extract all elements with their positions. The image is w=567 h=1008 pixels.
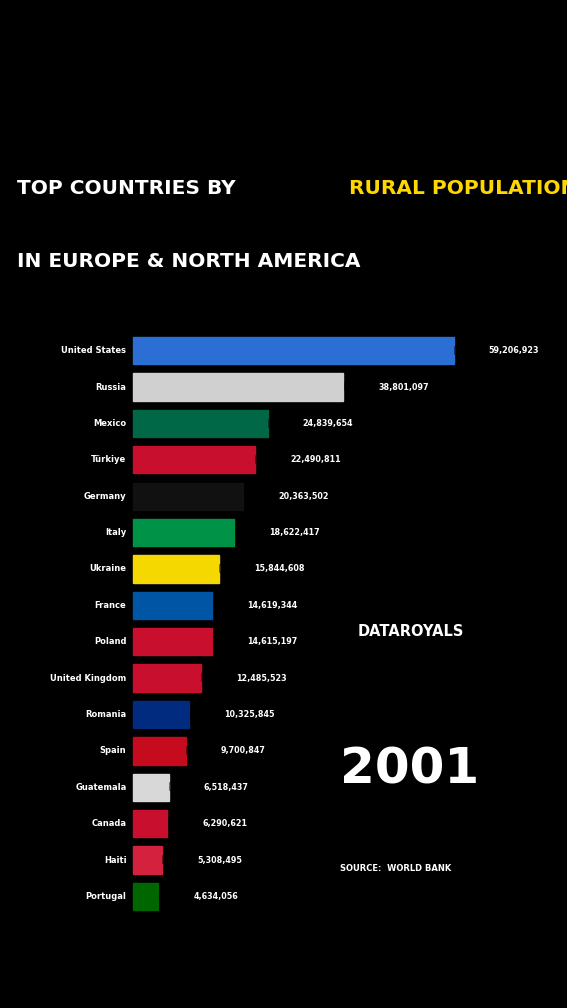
Bar [133,737,186,764]
Text: 6,290,621: 6,290,621 [202,820,247,829]
Text: Spain: Spain [100,746,126,755]
Text: 🇹🇷: 🇹🇷 [255,456,266,465]
Text: 🇺🇸: 🇺🇸 [454,346,464,355]
Text: Poland: Poland [94,637,126,646]
Text: 🇩🇪: 🇩🇪 [243,492,254,501]
Bar [133,555,219,583]
Bar [133,410,268,437]
Text: 4,634,056: 4,634,056 [193,892,238,901]
Text: 🇷🇺: 🇷🇺 [343,382,354,391]
Bar [133,810,167,838]
Text: Germany: Germany [84,492,126,501]
Bar [133,628,212,655]
Text: Canada: Canada [91,820,126,829]
Text: 38,801,097: 38,801,097 [378,382,429,391]
Text: 59,206,923: 59,206,923 [489,346,539,355]
Text: 2001: 2001 [340,745,480,793]
Text: 9,700,847: 9,700,847 [221,746,266,755]
Text: 🇬🇹: 🇬🇹 [168,783,179,792]
Text: 🇷🇴: 🇷🇴 [189,710,200,719]
Text: TOP COUNTRIES BY: TOP COUNTRIES BY [17,179,243,199]
Text: United States: United States [61,346,126,355]
Bar [133,592,213,619]
Text: 6,518,437: 6,518,437 [204,783,248,792]
Text: 🇬🇧: 🇬🇧 [201,673,211,682]
Text: 14,615,197: 14,615,197 [247,637,298,646]
Text: Russia: Russia [96,382,126,391]
Text: 🇺🇦: 🇺🇦 [219,564,230,574]
Text: 🇲🇽: 🇲🇽 [268,419,278,428]
Text: 24,839,654: 24,839,654 [303,419,353,428]
Bar [133,774,168,801]
Text: Guatemala: Guatemala [75,783,126,792]
Text: Italy: Italy [105,528,126,537]
Text: 20,363,502: 20,363,502 [278,492,329,501]
Text: 🇫🇷: 🇫🇷 [213,601,223,610]
Text: 🇵🇹: 🇵🇹 [158,892,169,901]
Text: Mexico: Mexico [94,419,126,428]
Text: SOURCE:  WORLD BANK: SOURCE: WORLD BANK [340,864,451,873]
Bar [133,483,243,510]
Text: 5,308,495: 5,308,495 [197,856,242,865]
Text: RURAL POPULATION: RURAL POPULATION [349,179,567,199]
Text: Ukraine: Ukraine [90,564,126,574]
Bar [133,447,255,474]
Bar [133,373,343,400]
Text: DATAROYALS: DATAROYALS [357,624,464,639]
Text: 14,619,344: 14,619,344 [248,601,298,610]
Text: 🇭🇹: 🇭🇹 [162,856,173,865]
Bar [133,847,162,874]
Text: IN EUROPE & NORTH AMERICA: IN EUROPE & NORTH AMERICA [17,252,361,271]
Text: 🇵🇱: 🇵🇱 [212,637,223,646]
Text: 🇮🇹: 🇮🇹 [234,528,245,537]
Text: 12,485,523: 12,485,523 [236,673,286,682]
Text: 🇨🇦: 🇨🇦 [167,820,178,829]
Text: Romania: Romania [85,710,126,719]
Bar [133,664,201,691]
Text: Haiti: Haiti [104,856,126,865]
Bar [133,337,454,364]
Bar [133,883,158,910]
Text: 22,490,811: 22,490,811 [290,456,341,465]
Text: Türkiye: Türkiye [91,456,126,465]
Text: 15,844,608: 15,844,608 [254,564,304,574]
Text: 🇪🇸: 🇪🇸 [186,746,197,755]
Bar [133,519,234,546]
Text: 10,325,845: 10,325,845 [225,710,275,719]
Text: France: France [95,601,126,610]
Text: United Kingdom: United Kingdom [50,673,126,682]
Text: Portugal: Portugal [86,892,126,901]
Bar [133,701,189,728]
Text: 18,622,417: 18,622,417 [269,528,320,537]
